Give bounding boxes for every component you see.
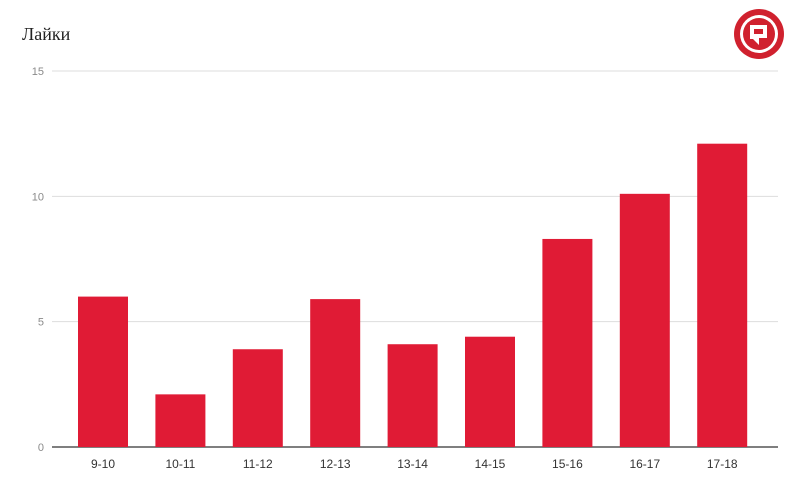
x-tick-label: 15-16: [552, 457, 583, 471]
bar-13-14: [387, 344, 438, 447]
y-tick-labels: 0 5 10 15: [32, 66, 44, 454]
x-tick-label: 9-10: [91, 457, 115, 471]
x-tick-label: 17-18: [707, 457, 738, 471]
bar-12-13: [310, 299, 361, 447]
x-tick-label: 14-15: [475, 457, 506, 471]
bar-17-18: [697, 143, 748, 447]
x-tick-label: 10-11: [165, 457, 195, 471]
chart-title: Лайки: [22, 24, 71, 44]
bar-9-10: [78, 296, 128, 447]
y-tick-label: 5: [38, 317, 44, 329]
y-tick-label: 15: [32, 66, 44, 78]
bars: [78, 143, 748, 447]
x-tick-label: 16-17: [629, 457, 660, 471]
x-tick-label: 11-12: [243, 457, 273, 471]
bar-10-11: [155, 394, 206, 447]
x-tick-labels: 9-10 10-11 11-12 12-13 13-14 14-15 15-16 16-17 1…: [91, 457, 738, 471]
x-tick-label: 13-14: [397, 457, 428, 471]
y-tick-label: 10: [32, 191, 44, 203]
bar-16-17: [619, 193, 670, 447]
x-tick-label: 12-13: [320, 457, 351, 471]
bar-15-16: [542, 238, 593, 447]
brand-logo-icon: [734, 9, 784, 59]
bar-14-15: [465, 336, 515, 447]
bar-11-12: [232, 349, 283, 447]
y-tick-label: 0: [38, 442, 44, 454]
